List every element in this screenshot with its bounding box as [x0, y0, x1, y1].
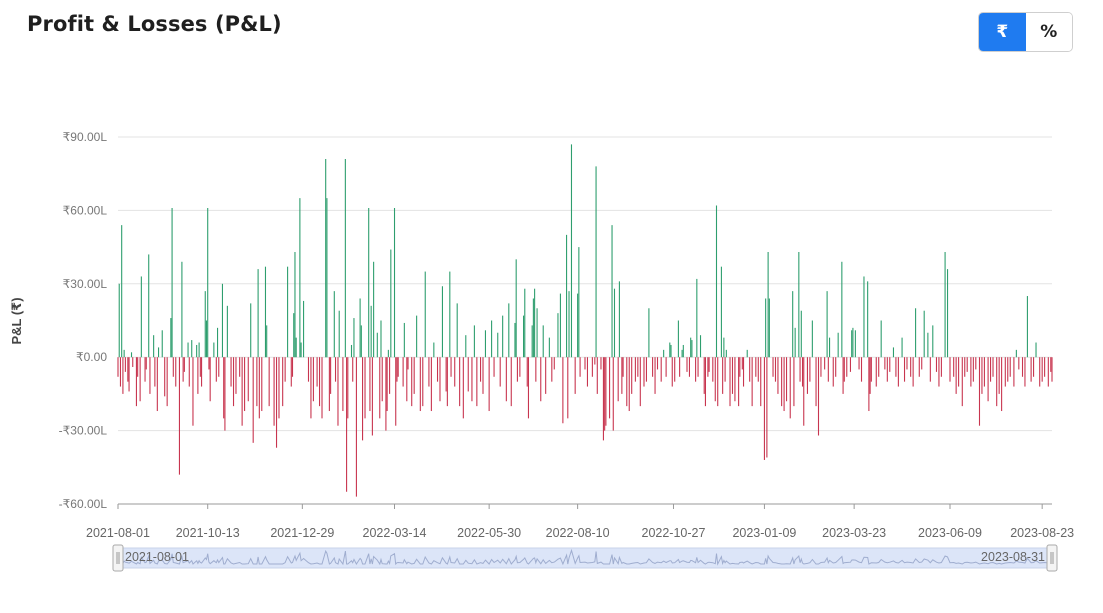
x-tick-label: 2023-08-23 — [1010, 526, 1074, 540]
x-tick-label: 2023-03-23 — [822, 526, 886, 540]
zoom-slider-end-handle[interactable] — [1046, 544, 1058, 572]
x-tick-label: 2021-10-13 — [176, 526, 240, 540]
y-tick-label: -₹30.00L — [59, 424, 108, 438]
y-tick-label: ₹0.00 — [76, 350, 107, 364]
x-tick-label: 2022-10-27 — [642, 526, 706, 540]
x-tick-label: 2022-03-14 — [363, 526, 427, 540]
y-tick-label: ₹60.00L — [63, 203, 108, 217]
y-tick-label: ₹90.00L — [63, 130, 108, 144]
page-title: Profit & Losses (P&L) — [27, 12, 282, 36]
x-tick-label: 2023-06-09 — [918, 526, 982, 540]
x-tick-label: 2021-12-29 — [270, 526, 334, 540]
zoom-slider-start-label: 2021-08-01 — [125, 550, 189, 564]
zoom-slider-end-label: 2023-08-31 — [981, 550, 1045, 564]
zoom-slider-start-handle[interactable] — [112, 544, 124, 572]
zoom-slider-preview-line — [117, 548, 1053, 566]
rupee-toggle-button[interactable]: ₹ — [979, 13, 1026, 51]
unit-toggle: ₹ % — [978, 12, 1073, 52]
y-tick-label: ₹30.00L — [63, 277, 108, 291]
y-tick-label: -₹60.00L — [59, 497, 108, 511]
x-tick-label: 2023-01-09 — [732, 526, 796, 540]
percent-toggle-button[interactable]: % — [1025, 13, 1072, 51]
x-tick-label: 2022-05-30 — [457, 526, 521, 540]
x-tick-label: 2022-08-10 — [546, 526, 610, 540]
x-tick-label: 2021-08-01 — [86, 526, 150, 540]
